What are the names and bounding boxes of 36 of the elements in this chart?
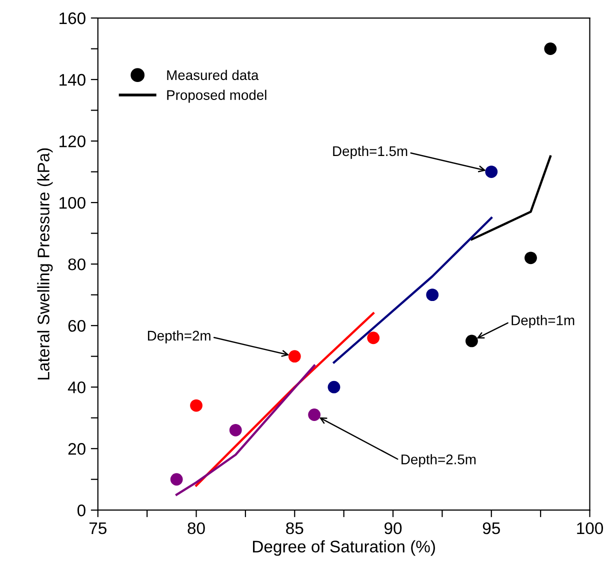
y-tick-label: 160 [60, 12, 86, 24]
y-tick-label: 60 [68, 320, 86, 332]
point [229, 424, 242, 436]
x-tick-label: 80 [188, 522, 205, 534]
point [485, 166, 498, 178]
x-tick-label: 75 [89, 522, 106, 534]
point [524, 252, 537, 264]
y-tick-label: 0 [77, 504, 86, 516]
point [367, 332, 380, 344]
y-axis-title: Lateral Swelling Pressure (kPa) [37, 148, 53, 380]
annotation: Depth=1.5m [333, 146, 408, 159]
point [426, 288, 439, 302]
annotation: Depth=1m [512, 315, 574, 328]
x-tick-label: 95 [482, 522, 500, 534]
y-tick-label: 20 [68, 443, 86, 455]
y-tick-label: 140 [60, 74, 86, 86]
y-tick-label: 80 [68, 258, 86, 270]
x-axis-title: Degree of Saturation (%) [253, 540, 435, 556]
x-tick-label: 85 [286, 522, 304, 534]
x-tick-label: 100 [577, 522, 604, 534]
annotation: Depth=2.5m [402, 454, 476, 468]
point [328, 380, 340, 394]
point [466, 334, 478, 348]
point [544, 42, 557, 55]
legend-label: Measured data [167, 70, 259, 80]
line-series [175, 364, 316, 496]
point [190, 399, 202, 412]
x-tick-label: 90 [384, 522, 402, 534]
y-tick-label: 40 [68, 381, 86, 394]
y-tick-label: 120 [60, 135, 86, 148]
point [170, 473, 183, 486]
annotation: Depth=2m [148, 330, 210, 344]
legend-label: Proposed model [167, 90, 266, 103]
point [288, 350, 301, 363]
point [308, 408, 321, 421]
y-tick-label: 100 [60, 196, 86, 209]
